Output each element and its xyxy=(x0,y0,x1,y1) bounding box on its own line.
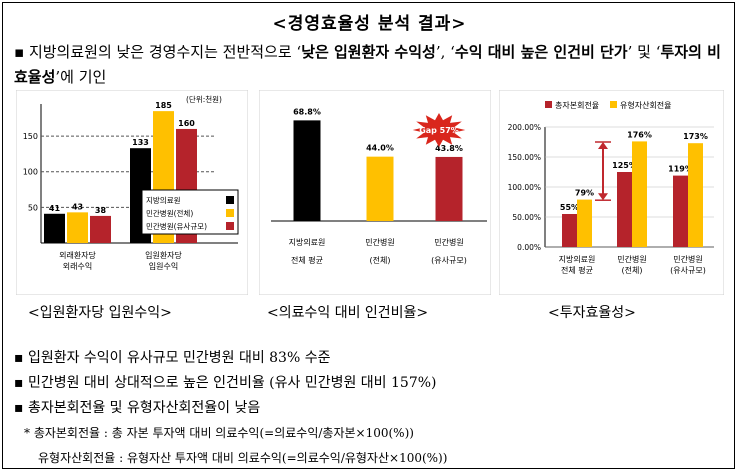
chart-1-category-label: 입원수익 xyxy=(149,261,178,271)
caption-chart-1: <입원환자당 입원수익> xyxy=(28,305,172,321)
chart-1-value-label: 38 xyxy=(95,206,107,215)
chart-1-category-label: 외래수익 xyxy=(63,261,92,271)
report-frame xyxy=(2,2,735,469)
note-tangible-asset-turnover: 유형자산회전율 : 유형자산 투자액 대비 의료수익(=의료수익/유형자산×10… xyxy=(38,451,448,465)
chart-3-legend-swatch xyxy=(545,101,552,108)
chart-2-category-label: (전체) xyxy=(370,255,391,265)
note-total-capital-turnover: * 총자본회전율 : 총 자본 투자액 대비 의료수익(=의료수익/총자본×10… xyxy=(24,426,414,440)
chart-2-category-label: 지방의료원 xyxy=(289,237,326,247)
intro-paragraph: ▪ 지방의료원의 낮은 경영수지는 전반적으로 ‘낮은 입원환자 수익성’, ‘… xyxy=(14,40,726,90)
chart-3-category-label: 민간병원 xyxy=(673,254,702,264)
chart-2-bar xyxy=(435,156,463,221)
chart-2-category-label: 전체 평균 xyxy=(291,255,323,265)
chart-1-legend-swatch xyxy=(226,222,234,230)
chart-1-value-label: 43 xyxy=(72,202,83,211)
chart-1-legend-swatch xyxy=(226,196,234,204)
chart-2-bar xyxy=(366,156,394,221)
chart-investment-efficiency: 0.00% 50.00% 100.00% 150.00% 200.00% 55% 125% 1… xyxy=(499,90,724,295)
summary-bullet-1: ▪ 입원환자 수익이 유사규모 민간병원 대비 83% 수준 xyxy=(14,350,331,366)
chart-3-legend-label: 총자본회전율 xyxy=(555,100,599,110)
chart-1-bar xyxy=(90,215,111,243)
chart-3-bar xyxy=(617,172,632,247)
chart-1-y-tick: 50 xyxy=(28,203,38,212)
chart-2-bar xyxy=(293,120,321,221)
chart-1-legend-label: 민간병원(전체) xyxy=(146,208,193,218)
chart-3-gap-arrow-head-down xyxy=(598,193,608,201)
summary-bullet-2: ▪ 민간병원 대비 상대적으로 높은 인건비율 (유사 민간병원 대비 157%… xyxy=(14,375,437,391)
chart-3-value-label: 79% xyxy=(575,189,594,198)
intro-bold-2: 수익 대비 높은 인건비 단가 xyxy=(454,43,628,61)
chart-1-y-tick: 100 xyxy=(23,168,38,177)
chart-2-gap-annotation: Gap 57% xyxy=(419,126,459,135)
chart-3-category-label: (유사규모) xyxy=(670,266,706,275)
intro-bold-3: 투자의 비효율성 xyxy=(14,43,721,86)
intro-text-2: ’, ‘ xyxy=(435,43,455,61)
chart-2-value-label: 68.8% xyxy=(293,107,321,116)
caption-chart-2: <의료수익 대비 인건비율> xyxy=(267,305,429,321)
chart-3-y-tick: 150.00% xyxy=(508,153,541,162)
chart-1-category-label: 입원환자당 xyxy=(145,250,182,260)
chart-3-category-label: 전체 평균 xyxy=(561,265,593,275)
chart-3-y-tick: 0.00% xyxy=(517,243,541,252)
intro-bullet: ▪ xyxy=(14,43,25,61)
chart-3-legend-swatch xyxy=(610,101,617,108)
intro-bold-1: 낮은 입원환자 수익성 xyxy=(301,43,436,61)
chart-1-unit-label: (단위:천원) xyxy=(186,94,222,104)
chart-3-bar xyxy=(688,143,703,247)
chart-2-category-label: 민간병원 xyxy=(365,237,394,247)
chart-3-gap-arrow-head-up xyxy=(598,142,608,149)
chart-1-value-label: 185 xyxy=(155,101,172,110)
chart-3-y-tick: 200.00% xyxy=(508,123,541,132)
summary-bullets: ▪ 입원환자 수익이 유사규모 민간병원 대비 83% 수준 ▪ 민간병원 대비… xyxy=(14,346,447,471)
chart-3-value-label: 55% xyxy=(560,203,579,212)
chart-3-y-tick: 100.00% xyxy=(508,183,541,192)
chart-1-legend-swatch xyxy=(226,209,234,217)
chart-3-y-tick: 50.00% xyxy=(512,213,541,222)
chart-1-legend-box xyxy=(141,189,239,235)
chart-1-bar xyxy=(44,213,65,243)
chart-3-value-label: 173% xyxy=(683,132,708,141)
chart-2-value-label: 43.8% xyxy=(435,144,463,153)
chart-2-gap-badge xyxy=(412,113,466,147)
chart-3-value-label: 176% xyxy=(627,130,652,139)
chart-3-category-label: 지방의료원 xyxy=(559,254,596,264)
chart-3-category-label: (전체) xyxy=(622,265,643,275)
chart-1-y-tick: 150 xyxy=(23,132,38,141)
chart-2-category-label: 민간병원 xyxy=(434,237,463,247)
intro-text-1: 지방의료원의 낮은 경영수지는 전반적으로 ‘ xyxy=(24,43,302,61)
chart-2-category-label: (유사규모) xyxy=(431,256,467,265)
chart-3-value-label: 119% xyxy=(668,165,693,174)
chart-1-category-label: 외래환자당 xyxy=(59,250,96,260)
chart-1-bar xyxy=(67,212,88,243)
intro-text-4: ’에 기인 xyxy=(55,68,107,86)
chart-1-value-label: 41 xyxy=(49,204,61,213)
chart-1-value-label: 133 xyxy=(132,138,149,147)
chart-2-value-label: 44.0% xyxy=(366,144,394,153)
chart-3-bar xyxy=(632,141,647,247)
chart-3-bar xyxy=(562,214,577,247)
chart-3-legend-label: 유형자산회전율 xyxy=(620,100,672,110)
chart-3-bar xyxy=(673,175,688,247)
summary-bullet-3: ▪ 총자본회전율 및 유형자산회전율이 낮음 xyxy=(14,400,261,416)
chart-1-value-label: 160 xyxy=(178,119,195,128)
chart-3-bar xyxy=(577,199,592,247)
intro-text-3: ’ 및 ‘ xyxy=(627,43,661,61)
page-title: <경영효율성 분석 결과> xyxy=(272,14,467,34)
chart-3-category-label: 민간병원 xyxy=(617,254,646,264)
caption-chart-3: <투자효율성> xyxy=(548,305,636,321)
chart-3-value-label: 125% xyxy=(612,161,637,170)
chart-1-legend-label: 지방의료원 xyxy=(146,195,181,205)
chart-1-legend-label: 민간병원(유사규모) xyxy=(146,221,207,231)
